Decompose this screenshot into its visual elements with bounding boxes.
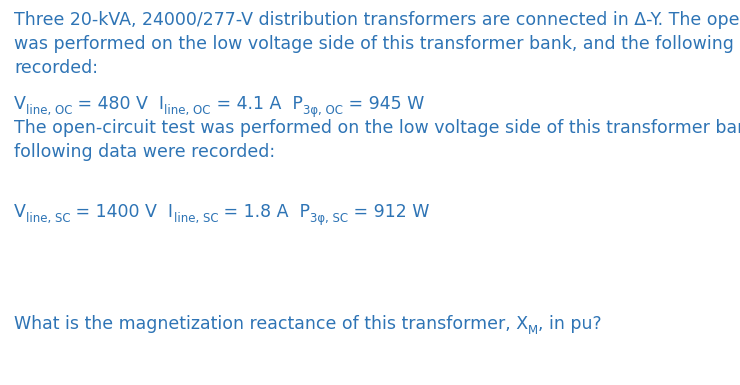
Text: = 4.1 A  P: = 4.1 A P: [211, 95, 303, 113]
Text: M: M: [528, 324, 538, 337]
Text: was performed on the low voltage side of this transformer bank, and the followin: was performed on the low voltage side of…: [14, 35, 740, 53]
Text: = 1.8 A  P: = 1.8 A P: [218, 203, 310, 221]
Text: What is the magnetization reactance of this transformer, X: What is the magnetization reactance of t…: [14, 315, 528, 333]
Text: line, OC: line, OC: [164, 104, 211, 117]
Text: line, SC: line, SC: [26, 212, 70, 225]
Text: recorded:: recorded:: [14, 59, 98, 77]
Text: 3φ, SC: 3φ, SC: [310, 212, 349, 225]
Text: following data were recorded:: following data were recorded:: [14, 143, 275, 161]
Text: , in pu?: , in pu?: [538, 315, 602, 333]
Text: 3φ, OC: 3φ, OC: [303, 104, 343, 117]
Text: Three 20-kVA, 24000/277-V distribution transformers are connected in Δ-Y. The op: Three 20-kVA, 24000/277-V distribution t…: [14, 11, 740, 29]
Text: line, OC: line, OC: [26, 104, 73, 117]
Text: line, SC: line, SC: [173, 212, 218, 225]
Text: = 1400 V  I: = 1400 V I: [70, 203, 173, 221]
Text: V: V: [14, 203, 26, 221]
Text: = 945 W: = 945 W: [343, 95, 424, 113]
Text: The open-circuit test was performed on the low voltage side of this transformer : The open-circuit test was performed on t…: [14, 119, 740, 137]
Text: = 912 W: = 912 W: [349, 203, 430, 221]
Text: = 480 V  I: = 480 V I: [73, 95, 164, 113]
Text: V: V: [14, 95, 26, 113]
